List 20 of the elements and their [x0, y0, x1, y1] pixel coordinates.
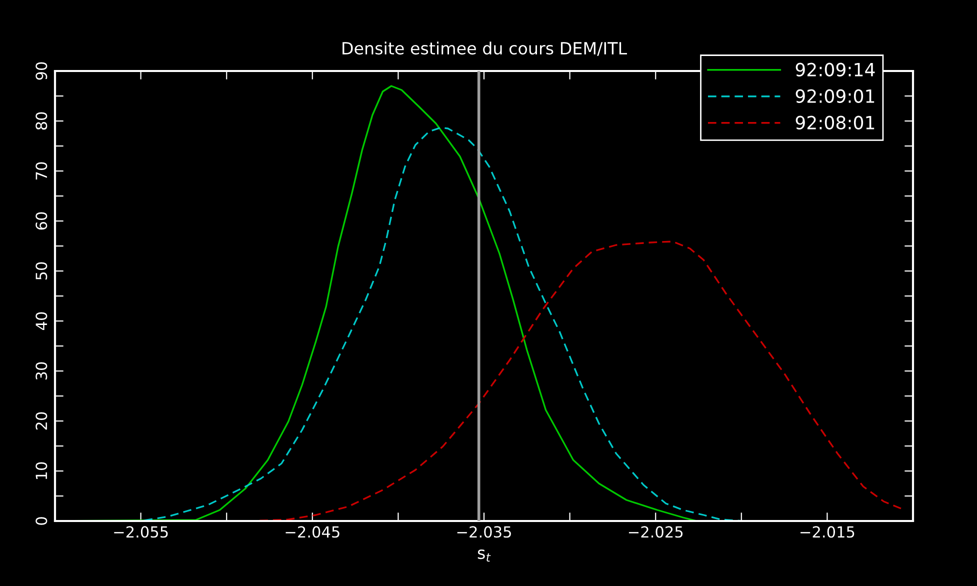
y-tick-label: 30	[36, 362, 48, 380]
y-tick-label: 80	[36, 112, 48, 130]
legend-label: 92:09:01	[796, 89, 874, 103]
chart-title: Densite estimee du cours DEM/ITL	[342, 42, 627, 56]
x-axis-title: s$_{t}$	[478, 550, 491, 562]
y-tick-label: 60	[36, 212, 48, 230]
x-tick-label: −2.025	[628, 526, 683, 538]
x-tick-label: −2.045	[286, 526, 340, 538]
y-tick-label: 20	[36, 412, 48, 430]
x-tick-label: −2.015	[800, 526, 854, 538]
y-tick-label: 50	[36, 262, 48, 280]
legend-label: 92:08:01	[796, 116, 874, 130]
legend-label: 92:09:14	[796, 62, 875, 76]
y-tick-label: 70	[36, 162, 48, 180]
y-tick-label: 40	[36, 312, 48, 330]
y-tick-label: 0	[36, 517, 48, 525]
y-tick-label: 90	[36, 62, 48, 80]
y-tick-label: 10	[36, 462, 48, 480]
x-tick-label: −2.035	[457, 526, 511, 538]
x-tick-label: −2.055	[114, 526, 168, 538]
